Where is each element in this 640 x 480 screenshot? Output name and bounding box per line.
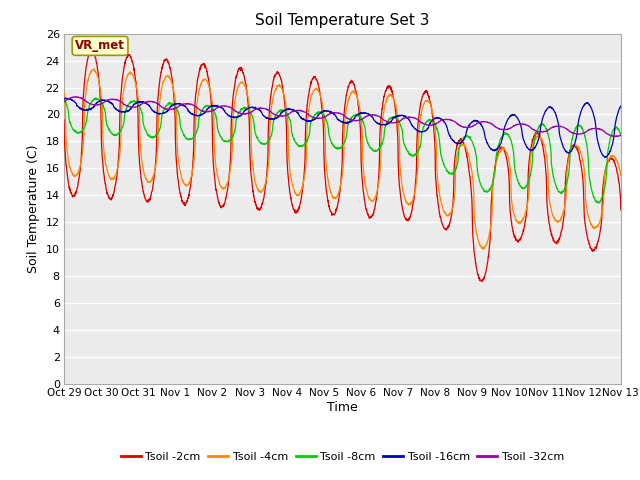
X-axis label: Time: Time [327, 401, 358, 414]
Text: VR_met: VR_met [75, 39, 125, 52]
Title: Soil Temperature Set 3: Soil Temperature Set 3 [255, 13, 429, 28]
Y-axis label: Soil Temperature (C): Soil Temperature (C) [27, 144, 40, 273]
Legend: Tsoil -2cm, Tsoil -4cm, Tsoil -8cm, Tsoil -16cm, Tsoil -32cm: Tsoil -2cm, Tsoil -4cm, Tsoil -8cm, Tsoi… [116, 447, 568, 466]
